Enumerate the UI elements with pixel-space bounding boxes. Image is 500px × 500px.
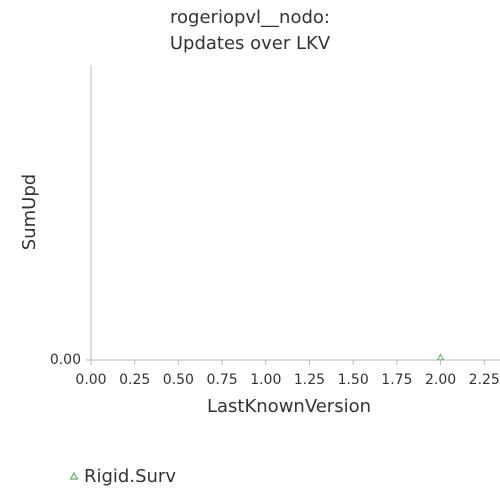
- x-tick-label: 0.00: [75, 372, 106, 388]
- point: [436, 353, 445, 361]
- y-tick-label: 0.00: [50, 352, 81, 368]
- x-tick-label: 0.75: [207, 372, 238, 388]
- y-axis-title: SumUpd: [19, 174, 40, 250]
- x-axis-title: LastKnownVersion: [207, 396, 371, 417]
- chart-title: rogeriopvl__nodo:: [170, 7, 330, 28]
- legend-marker: [69, 471, 79, 480]
- x-tick-label: 2.25: [469, 372, 500, 388]
- x-tick-label: 2.00: [425, 372, 456, 388]
- x-tick-label: 1.75: [381, 372, 412, 388]
- x-tick-label: 0.25: [119, 372, 150, 388]
- x-tick-label: 1.50: [338, 372, 369, 388]
- x-tick-label: 1.25: [294, 372, 325, 388]
- x-tick-label: 1.00: [250, 372, 281, 388]
- x-tick-label: 0.50: [163, 372, 194, 388]
- legend-label: Rigid.Surv: [84, 466, 176, 487]
- chart-title: Updates over LKV: [170, 33, 331, 54]
